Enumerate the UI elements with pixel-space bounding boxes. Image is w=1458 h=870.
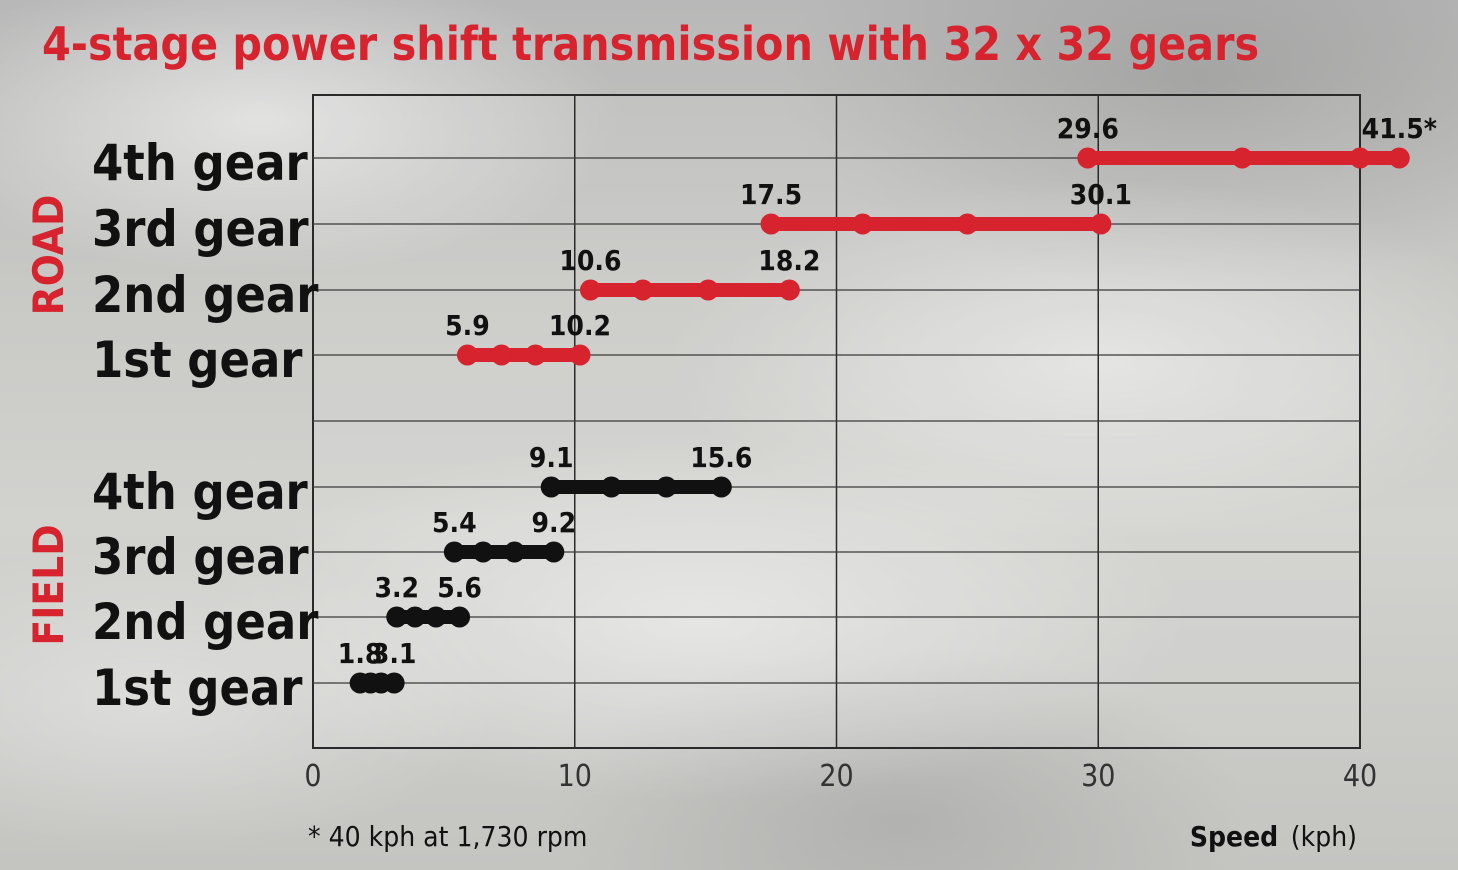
- gear-point: [504, 541, 526, 563]
- gear-label: 1st gear: [92, 659, 303, 717]
- gear-point: [778, 279, 800, 301]
- gear-point: [383, 672, 405, 694]
- x-tick-label: 20: [819, 759, 853, 794]
- gear-point: [386, 606, 408, 628]
- gear-point: [1349, 147, 1371, 169]
- gear-label: 3rd gear: [92, 200, 309, 258]
- range-max-label: 30.1: [1070, 178, 1132, 211]
- gear-point: [524, 344, 546, 366]
- range-max-label: 10.2: [549, 309, 611, 342]
- gear-point: [600, 476, 622, 498]
- range-min-label: 17.5: [740, 178, 802, 211]
- x-axis-ticks: 0 10 20 30 40: [304, 759, 1377, 794]
- footnote: * 40 kph at 1,730 rpm: [308, 820, 587, 853]
- range-min-label: 29.6: [1057, 112, 1119, 145]
- gear-point: [1090, 213, 1112, 235]
- x-axis-label: Speed (kph): [1190, 820, 1357, 853]
- x-tick-label: 40: [1343, 759, 1377, 794]
- gear-point: [490, 344, 512, 366]
- plot-grid: [312, 94, 1361, 749]
- gear-point: [1388, 147, 1410, 169]
- range-max-label: 9.2: [531, 506, 576, 539]
- gear-point: [472, 541, 494, 563]
- range-min-label: 10.6: [559, 244, 621, 277]
- gear-point: [655, 476, 677, 498]
- gear-point: [1077, 147, 1099, 169]
- group-label-field: FIELD: [24, 524, 73, 645]
- gear-point: [710, 476, 732, 498]
- gear-point: [760, 213, 782, 235]
- gear-label: 1st gear: [92, 331, 303, 389]
- range-min-label: 5.9: [445, 309, 490, 342]
- range-max-label: 18.2: [758, 244, 820, 277]
- gear-point: [1231, 147, 1253, 169]
- gear-label: 4th gear: [92, 134, 309, 192]
- range-max-label: 15.6: [690, 441, 752, 474]
- gear-point: [632, 279, 654, 301]
- x-axis-label-unit: (kph): [1291, 820, 1357, 853]
- range-min-label: 5.4: [432, 506, 477, 539]
- gear-point: [956, 213, 978, 235]
- x-tick-label: 30: [1081, 759, 1115, 794]
- group-label-road: ROAD: [24, 195, 73, 316]
- gear-label: 2nd gear: [92, 266, 319, 324]
- range-min-label: 9.1: [529, 441, 574, 474]
- range-max-label: 3.1: [372, 637, 417, 670]
- gear-point: [852, 213, 874, 235]
- gear-point: [543, 541, 565, 563]
- range-max-label: 41.5*: [1362, 112, 1437, 145]
- range-max-label: 5.6: [437, 571, 482, 604]
- gear-point: [404, 606, 426, 628]
- gear-point: [449, 606, 471, 628]
- gear-point: [697, 279, 719, 301]
- range-min-label: 1.8: [338, 637, 383, 670]
- x-axis-label-bold: Speed: [1190, 820, 1278, 853]
- chart-title: 4-stage power shift transmission with 32…: [42, 17, 1259, 71]
- gear-point: [443, 541, 465, 563]
- x-tick-label: 0: [304, 759, 321, 794]
- gear-label: 3rd gear: [92, 528, 309, 586]
- gear-label: 2nd gear: [92, 593, 319, 651]
- gear-point: [456, 344, 478, 366]
- x-tick-label: 10: [558, 759, 592, 794]
- gear-point: [425, 606, 447, 628]
- gear-label: 4th gear: [92, 463, 309, 521]
- series-layer: 29.6 41.5* 17.5 30.1 10.6 18.2 5.9 10.2 9.1 15.6 5…: [338, 112, 1437, 694]
- range-min-label: 3.2: [374, 571, 419, 604]
- gear-point: [569, 344, 591, 366]
- y-labels: ROAD 4th gear 3rd gear 2nd gear 1st gear FIEL…: [24, 134, 319, 717]
- gear-point: [579, 279, 601, 301]
- gear-point: [540, 476, 562, 498]
